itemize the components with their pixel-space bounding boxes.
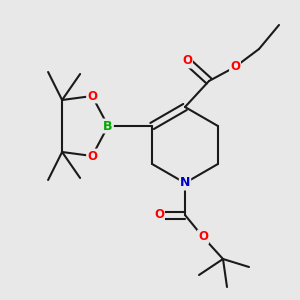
Text: O: O <box>87 89 97 103</box>
Text: B: B <box>103 119 113 133</box>
Text: O: O <box>154 208 164 221</box>
Text: N: N <box>180 176 190 190</box>
Text: O: O <box>230 61 240 74</box>
Text: O: O <box>198 230 208 244</box>
Text: O: O <box>182 55 192 68</box>
Text: O: O <box>87 149 97 163</box>
